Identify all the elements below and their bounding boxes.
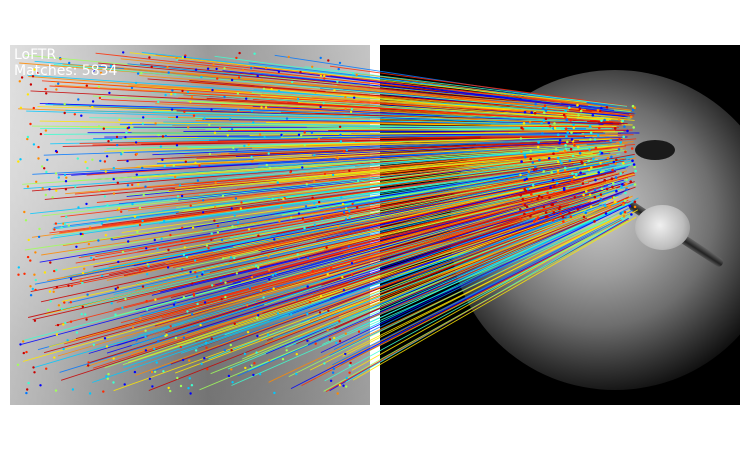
- right-image-disk: [635, 205, 690, 250]
- matches-count-label: Matches: 5834: [14, 63, 118, 79]
- left-image: [10, 45, 370, 405]
- right-image-dark-cap: [635, 140, 675, 160]
- right-image: [380, 45, 740, 405]
- method-label: LoFTR: [14, 47, 57, 63]
- left-image-shading: [10, 45, 370, 405]
- overlay-text: LoFTR Matches: 5834: [14, 47, 117, 79]
- right-image-lit-area: [450, 70, 740, 390]
